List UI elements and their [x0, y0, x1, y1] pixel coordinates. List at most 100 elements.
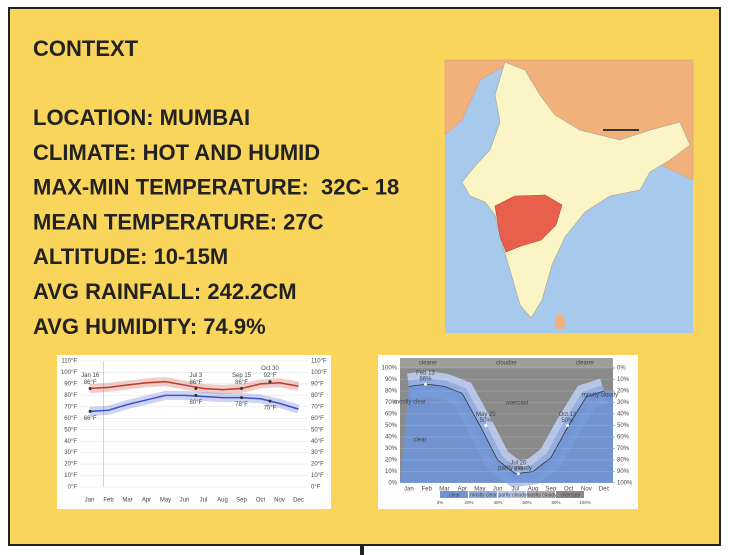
annotation-low: 75°F [264, 406, 277, 412]
region-label: overcast [506, 401, 529, 407]
annotation-date: Oct 30 [261, 366, 279, 372]
y-tick-label: 70% [385, 400, 398, 406]
temperature-chart [57, 355, 331, 509]
y-tick-label: 60°F [64, 416, 77, 422]
y-tick-label: 30% [385, 446, 398, 452]
y-tick-label: 90°F [64, 381, 77, 387]
annotation-low: 78°F [235, 402, 248, 408]
y-tick-label: 0°F [68, 485, 78, 491]
x-tick-label: Jul [200, 498, 208, 504]
x-tick-label: Feb [103, 498, 114, 504]
annotation-high: 86°F [235, 380, 248, 386]
legend-label: partly cloudy [498, 492, 527, 498]
legend-swatch [469, 491, 497, 498]
y-tick-label: 70°F [64, 404, 77, 410]
y2-tick-label: 20% [617, 389, 630, 395]
x-tick-label: Nov [274, 498, 285, 504]
annotation-dot [484, 424, 488, 427]
band-label: clearer [576, 361, 594, 367]
series-line [408, 383, 605, 475]
annotation-date: Oct 13 [559, 412, 577, 418]
y-tick-label: 0°F [311, 485, 321, 491]
x-tick-label: Jul [512, 487, 520, 493]
maharashtra [494, 194, 563, 253]
legend-label: overcast [561, 492, 581, 498]
y-tick-label: 10% [385, 469, 398, 475]
y-tick-label: 80% [385, 389, 398, 395]
annotation-dot [423, 382, 427, 386]
legend-scale-label: 40% [493, 500, 502, 505]
annotation-dot [240, 396, 243, 400]
y-tick-label: 80°F [64, 393, 77, 399]
scale-bar [603, 129, 639, 131]
annotation-dot [194, 393, 198, 397]
y-tick-label: 20% [385, 458, 398, 464]
y-tick-label: 20°F [64, 462, 77, 468]
y-tick-label: 60% [385, 412, 398, 418]
annotation-high: 86°F [190, 380, 203, 386]
legend-swatch [527, 491, 555, 498]
sri-lanka [555, 314, 565, 330]
annotation-dot [516, 472, 520, 476]
legend-swatch [498, 491, 526, 498]
series-line [89, 380, 299, 391]
x-tick-label: May [160, 498, 171, 504]
series-area [400, 384, 613, 483]
legend-label: mostly cloudy [526, 492, 557, 498]
annotation-date: Sep 15 [232, 373, 252, 379]
y-tick-label: 110°F [61, 359, 77, 365]
x-tick-label: Apr [457, 487, 466, 493]
y-tick-label: 30°F [311, 450, 324, 456]
legend-swatch [440, 491, 468, 498]
annotation-value: 8% [514, 466, 523, 472]
series-line [89, 394, 299, 413]
y2-tick-label: 80% [617, 458, 630, 464]
fact: CLIMATE: HOT AND HUMID [33, 140, 320, 165]
y-tick-label: 60°F [311, 416, 324, 422]
x-tick-label: Aug [217, 498, 228, 504]
fact: LOCATION: MUMBAI [33, 105, 250, 130]
y2-tick-label: 50% [617, 423, 630, 429]
y-tick-label: 10°F [311, 473, 324, 479]
y-tick-label: 50°F [64, 427, 77, 433]
y-tick-label: 50°F [311, 427, 324, 433]
y-tick-label: 20°F [311, 462, 324, 468]
legend-swatch [556, 491, 584, 498]
y-tick-label: 100°F [311, 370, 327, 376]
band-label: cloudier [496, 361, 517, 367]
fact: MAX-MIN TEMPERATURE: 32C- 18 [33, 175, 399, 200]
y-tick-label: 30°F [64, 450, 77, 456]
x-tick-label: Mar [122, 498, 132, 504]
fact: AVG RAINFALL: 242.2CM [33, 279, 297, 304]
annotation-dot [268, 380, 272, 384]
y2-tick-label: 100% [617, 481, 633, 487]
annotation-date: Jul 20 [510, 460, 527, 466]
legend-scale-label: 100% [579, 500, 591, 505]
y2-tick-label: 70% [617, 446, 630, 452]
y-tick-label: 10°F [64, 473, 77, 479]
region-label: mostly clear [394, 400, 426, 406]
y-tick-label: 110°F [311, 359, 327, 365]
y-tick-label: 100°F [61, 370, 77, 376]
y-tick-label: 40°F [311, 439, 324, 445]
y2-tick-label: 90% [617, 469, 630, 475]
x-tick-label: Jun [493, 487, 503, 493]
annotation-value: 86% [419, 377, 432, 383]
legend-scale-label: 80% [551, 500, 560, 505]
y2-tick-label: 40% [617, 412, 630, 418]
marker [360, 546, 364, 555]
x-tick-label: Apr [142, 498, 151, 504]
region-label: mostly cloudy [582, 393, 618, 399]
annotation-dot [240, 386, 243, 390]
annotation-dot [194, 386, 198, 390]
x-tick-label: Dec [599, 487, 610, 493]
annotation-date: Jan 16 [81, 373, 100, 379]
y-tick-label: 80°F [311, 393, 324, 399]
region-label: clear [413, 438, 426, 444]
legend-scale-label: 60% [522, 500, 531, 505]
x-tick-label: Sep [546, 487, 557, 493]
y2-tick-label: 30% [617, 400, 630, 406]
x-tick-label: Jan [404, 487, 414, 493]
india [461, 61, 691, 319]
annotation-date: Jul 3 [190, 373, 203, 379]
